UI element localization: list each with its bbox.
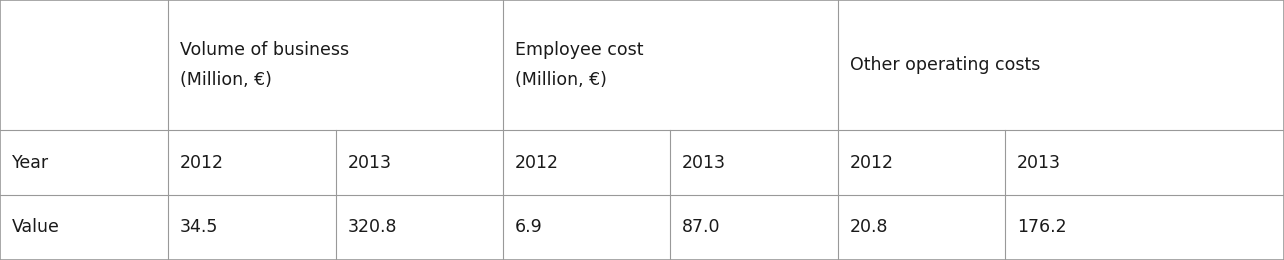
Text: 2012: 2012 [515,153,559,172]
Text: 2012: 2012 [180,153,223,172]
Text: 20.8: 20.8 [850,218,889,237]
Text: Year: Year [12,153,49,172]
Text: 2013: 2013 [682,153,725,172]
Text: 87.0: 87.0 [682,218,720,237]
Text: Employee cost
(Million, €): Employee cost (Million, €) [515,41,643,89]
Text: Value: Value [12,218,60,237]
Text: 34.5: 34.5 [180,218,218,237]
Text: 2013: 2013 [1017,153,1061,172]
Text: 320.8: 320.8 [348,218,398,237]
Text: 176.2: 176.2 [1017,218,1067,237]
Text: Other operating costs: Other operating costs [850,56,1040,74]
Text: 2013: 2013 [348,153,392,172]
Text: 6.9: 6.9 [515,218,543,237]
Text: 2012: 2012 [850,153,894,172]
Text: Volume of business
(Million, €): Volume of business (Million, €) [180,41,349,89]
